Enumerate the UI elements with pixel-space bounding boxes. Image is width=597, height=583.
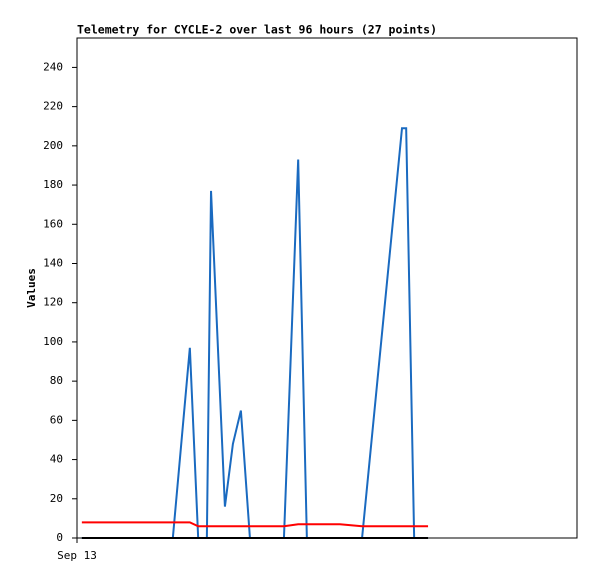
y-axis-label: Values — [25, 268, 38, 308]
y-tick-label: 200 — [43, 139, 63, 152]
y-tick-label: 240 — [43, 60, 63, 73]
y-tick-label: 140 — [43, 256, 63, 269]
y-tick-label: 160 — [43, 217, 63, 230]
y-tick-label: 0 — [56, 531, 63, 544]
y-tick-label: 220 — [43, 100, 63, 113]
y-tick-label: 120 — [43, 296, 63, 309]
plot-frame — [76, 37, 578, 539]
chart-title: Telemetry for CYCLE-2 over last 96 hours… — [77, 23, 437, 37]
y-tick-label: 60 — [50, 413, 63, 426]
x-tick-label: Sep 13 — [57, 549, 97, 562]
series-line — [81, 127, 429, 539]
y-tick-label: 40 — [50, 453, 63, 466]
y-tick-label: 20 — [50, 492, 63, 505]
y-tick-label: 80 — [50, 374, 63, 387]
y-tick-label: 100 — [43, 335, 63, 348]
y-tick-label: 180 — [43, 178, 63, 191]
series-line — [81, 521, 429, 528]
